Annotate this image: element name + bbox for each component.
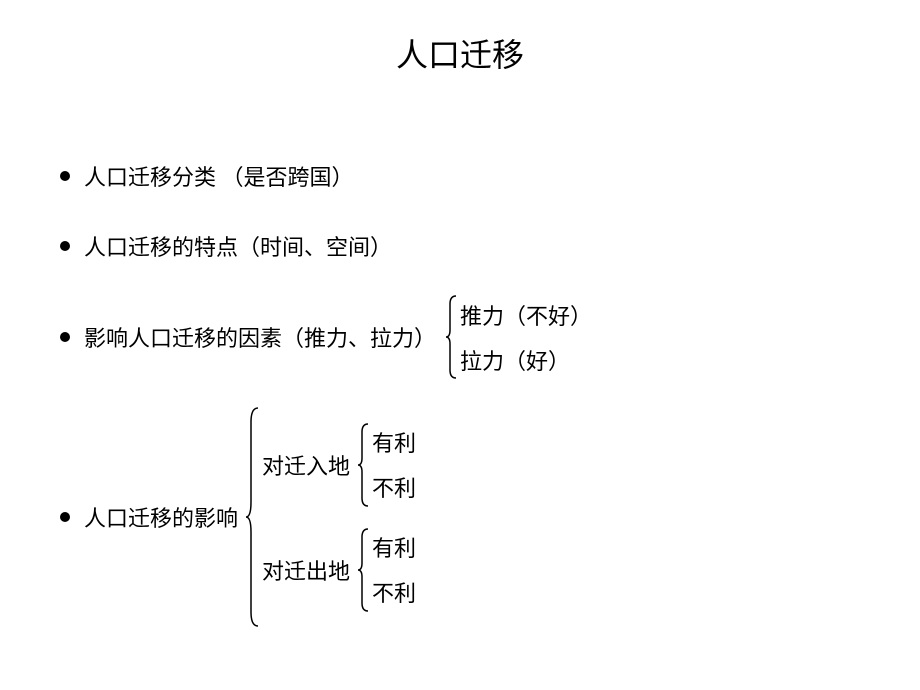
bullet-item-1: 人口迁移分类 （是否跨国） xyxy=(60,160,592,192)
bullet-item-2: 人口迁移的特点（时间、空间） xyxy=(60,230,592,262)
impact-out-label: 对迁出地 xyxy=(262,554,350,586)
bullet-text-4: 人口迁移的影响 xyxy=(84,501,238,533)
impact-in-good: 有利 xyxy=(372,426,416,458)
bullet-text-2: 人口迁移的特点（时间、空间） xyxy=(84,230,392,262)
bullet-text-3: 影响人口迁移的因素（推力、拉力） xyxy=(84,321,436,353)
impact-out-group: 对迁出地 有利 不利 xyxy=(262,525,416,615)
pull-label: 拉力（好） xyxy=(460,344,592,376)
bullet-icon xyxy=(60,512,70,522)
push-label: 推力（不好） xyxy=(460,299,592,331)
bracket-icon xyxy=(356,525,372,615)
bullet-item-4: 人口迁移的影响 对迁入地 有利 不利 xyxy=(60,402,592,632)
impact-in-group: 对迁入地 有利 不利 xyxy=(262,420,416,510)
impact-in-label: 对迁入地 xyxy=(262,449,350,481)
bullet-icon xyxy=(60,332,70,342)
bracket-icon xyxy=(244,402,262,632)
bullet-item-3: 影响人口迁移的因素（推力、拉力） 推力（不好） 拉力（好） xyxy=(60,292,592,382)
impact-out-good: 有利 xyxy=(372,531,416,563)
bullet-icon xyxy=(60,171,70,181)
bullet-icon xyxy=(60,241,70,251)
pushpull-group: 推力（不好） 拉力（好） xyxy=(444,292,592,382)
bracket-icon xyxy=(444,292,460,382)
impact-out-bad: 不利 xyxy=(372,576,416,608)
impact-group: 对迁入地 有利 不利 对迁出地 有利 xyxy=(244,402,416,632)
impact-in-bad: 不利 xyxy=(372,471,416,503)
page-title: 人口迁移 xyxy=(0,30,920,76)
outline-content: 人口迁移分类 （是否跨国） 人口迁移的特点（时间、空间） 影响人口迁移的因素（推… xyxy=(60,160,592,632)
bullet-text-1: 人口迁移分类 （是否跨国） xyxy=(84,160,354,192)
bracket-icon xyxy=(356,420,372,510)
